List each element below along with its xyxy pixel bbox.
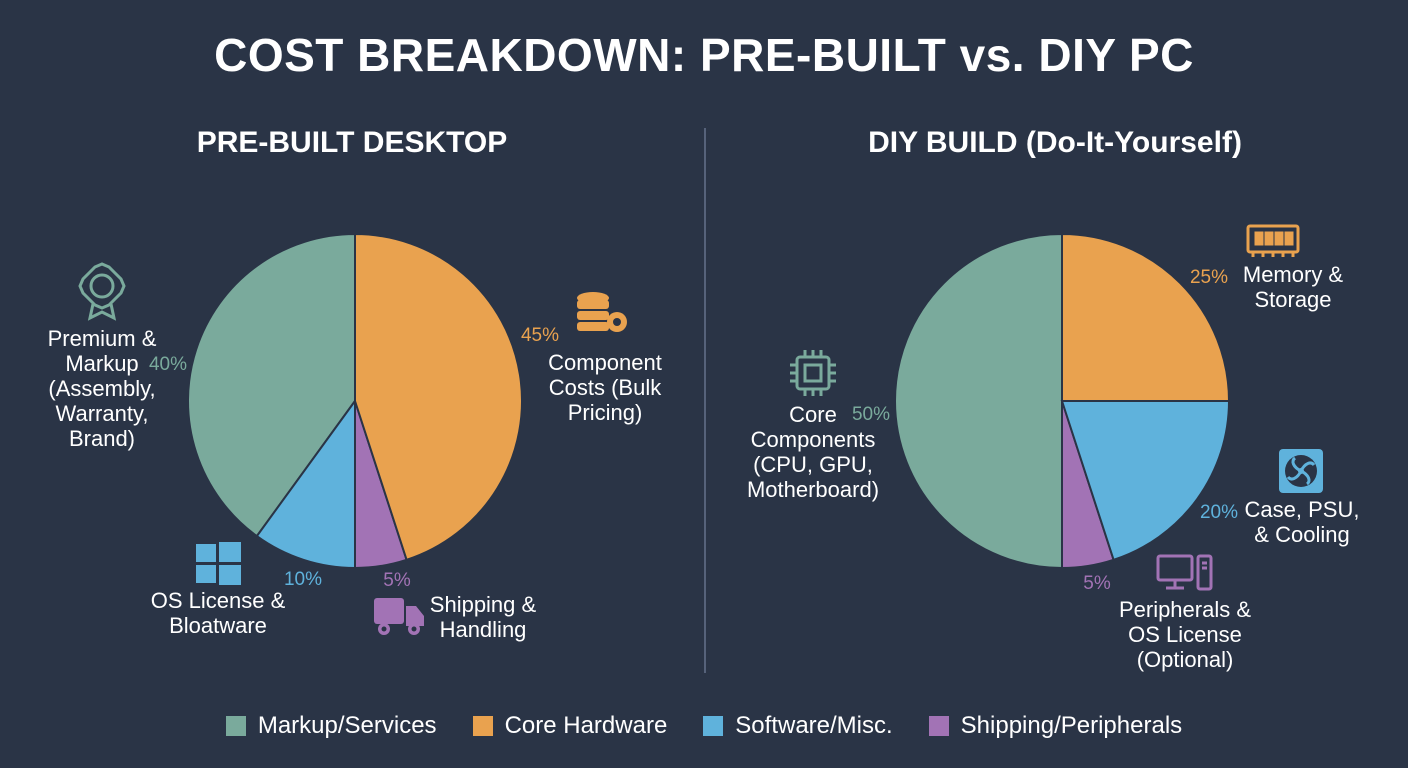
pie-slice-1-1 [1060, 400, 1231, 562]
legend-item-markup: Markup/Services [225, 712, 437, 740]
slice-label-line: Memory & [1243, 262, 1344, 287]
slice-label-line: Peripherals & [1119, 597, 1251, 622]
slice-percent-label: 5% [1083, 573, 1111, 594]
slice-label-line: Pricing) [568, 400, 643, 425]
slice-category-label: Peripherals & OS License (Optional) [1119, 597, 1251, 672]
slice-category-label: Shipping & Handling [430, 592, 537, 642]
legend-label: Shipping/Peripherals [960, 712, 1183, 739]
legend: Markup/Services Core Hardware Software/M… [0, 712, 1408, 740]
pie-slice-1-3 [894, 232, 1063, 570]
slice-category-label: Component Costs (Bulk Pricing) [548, 350, 662, 425]
slice-label-line: Case, PSU, [1245, 497, 1360, 522]
page-title: COST BREAKDOWN: PRE-BUILT vs. DIY PC [214, 29, 1194, 81]
slice-label-line: Bloatware [169, 613, 267, 638]
slice-percent-label: 5% [383, 570, 411, 591]
slice-category-label: Case, PSU, & Cooling [1245, 497, 1360, 547]
slice-label-line: Costs (Bulk [549, 375, 662, 400]
slice-label-line: (Assembly, [48, 376, 155, 401]
slice-percent-label: 50% [852, 404, 890, 425]
slice-label-line: Warranty, [56, 401, 149, 426]
truck-icon [374, 598, 424, 635]
legend-label: Core Hardware [504, 712, 668, 739]
slice-percent-label: 10% [284, 569, 322, 590]
slice-category-label: OS License & Bloatware [151, 588, 286, 638]
legend-label: Software/Misc. [735, 712, 893, 739]
slice-category-label: Core Components (CPU, GPU, Motherboard) [747, 402, 879, 502]
award-badge-icon [78, 262, 126, 321]
slice-percent-label: 25% [1190, 267, 1228, 288]
legend-item-hardware: Core Hardware [472, 712, 668, 740]
slice-label-line: Markup [65, 351, 138, 376]
slice-label-line: Core [789, 402, 837, 427]
legend-swatch [225, 716, 246, 736]
slice-percent-label: 20% [1200, 502, 1238, 523]
slice-percent-label: 40% [149, 354, 187, 375]
slice-label-line: Brand) [69, 426, 135, 451]
legend-swatch [703, 716, 724, 736]
slice-label-line: OS License & [151, 588, 286, 613]
chart-title-prebuilt: PRE-BUILT DESKTOP [196, 126, 508, 159]
pie-slice-0-2 [255, 397, 356, 570]
slice-percent-label: 45% [521, 325, 559, 346]
slice-label-line: Components [751, 427, 876, 452]
desktop-computer-icon [1156, 554, 1213, 591]
pie-slice-1-0 [1061, 232, 1231, 402]
legend-item-shipping: Shipping/Peripherals [928, 712, 1183, 740]
windows-icon [196, 542, 241, 585]
fan-icon [1279, 449, 1323, 493]
legend-label: Markup/Services [257, 712, 437, 739]
slice-label-line: Shipping & [430, 592, 537, 617]
pie-slice-0-3 [187, 232, 356, 538]
slice-label-line: (CPU, GPU, [753, 452, 873, 477]
divider [704, 128, 706, 673]
cpu-chip-icon [790, 350, 836, 396]
slice-label-line: OS License [1128, 622, 1242, 647]
database-gear-icon [577, 292, 627, 332]
ram-stick-icon [1246, 224, 1300, 257]
legend-item-software: Software/Misc. [703, 712, 893, 740]
pie-slice-0-0 [354, 232, 523, 562]
slice-label-line: Motherboard) [747, 477, 879, 502]
slice-label-line: Component [548, 350, 662, 375]
slice-label-line: Premium & [48, 326, 157, 351]
slice-label-line: Handling [440, 617, 527, 642]
slice-label-line: (Optional) [1137, 647, 1234, 672]
slice-label-line: & Cooling [1254, 522, 1349, 547]
legend-swatch [472, 716, 493, 736]
slice-category-label: Memory & Storage [1243, 262, 1344, 312]
slice-category-label: Premium & Markup (Assembly, Warranty, Brand) [48, 326, 157, 451]
legend-swatch [928, 716, 949, 736]
chart-title-diy: DIY BUILD (Do-It-Yourself) [868, 126, 1242, 159]
slice-label-line: Storage [1254, 287, 1331, 312]
